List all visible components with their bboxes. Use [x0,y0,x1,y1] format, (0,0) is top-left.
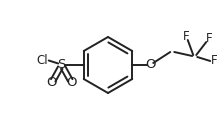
Text: O: O [67,76,77,89]
Text: S: S [57,58,66,72]
Text: O: O [46,76,57,89]
Text: O: O [145,58,155,72]
Text: Cl: Cl [36,54,48,67]
Text: F: F [206,32,212,46]
Text: F: F [183,31,190,44]
Text: F: F [211,54,218,67]
